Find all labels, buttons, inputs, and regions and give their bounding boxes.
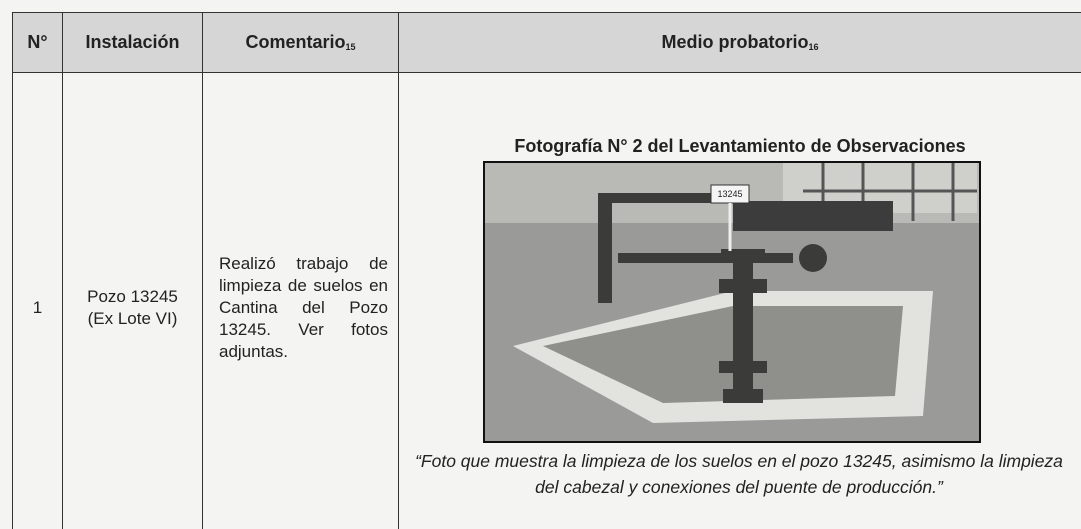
header-text: N° bbox=[27, 32, 48, 52]
header-text: Medio probatorio bbox=[661, 32, 809, 52]
photo-caption: “Foto que muestra la limpieza de los sue… bbox=[415, 451, 1063, 497]
footnote-ref: 15 bbox=[345, 41, 356, 52]
photo-title: Fotografía N° 2 del Levantamiento de Obs… bbox=[514, 136, 966, 156]
comment-text: Realizó trabajo de limpieza de suelos en… bbox=[219, 253, 388, 361]
footnote-ref: 16 bbox=[808, 41, 819, 52]
evidence-cell: Fotografía N° 2 del Levantamiento de Obs… bbox=[398, 72, 1081, 529]
header-cell: Comentario 15 bbox=[202, 12, 398, 72]
header-cell: N° bbox=[12, 12, 62, 72]
installation-line: (Ex Lote VI) bbox=[87, 308, 178, 328]
header-cell: Medio probatorio 16 bbox=[398, 12, 1081, 72]
photo: 13245 bbox=[483, 161, 981, 443]
comment-cell: Realizó trabajo de limpieza de suelos en… bbox=[202, 72, 398, 529]
row-number: 1 bbox=[32, 297, 43, 317]
installation-cell: Pozo 13245 (Ex Lote VI) bbox=[62, 72, 202, 529]
photo-sign: 13245 bbox=[717, 189, 742, 199]
table: N° Instalación Comentario 15 Medio probat… bbox=[12, 12, 1081, 529]
header-text: Instalación bbox=[85, 32, 180, 52]
header-cell: Instalación bbox=[62, 12, 202, 72]
installation-line: Pozo 13245 bbox=[87, 286, 178, 306]
number-cell: 1 bbox=[12, 72, 62, 529]
header-text: Comentario bbox=[245, 32, 346, 52]
